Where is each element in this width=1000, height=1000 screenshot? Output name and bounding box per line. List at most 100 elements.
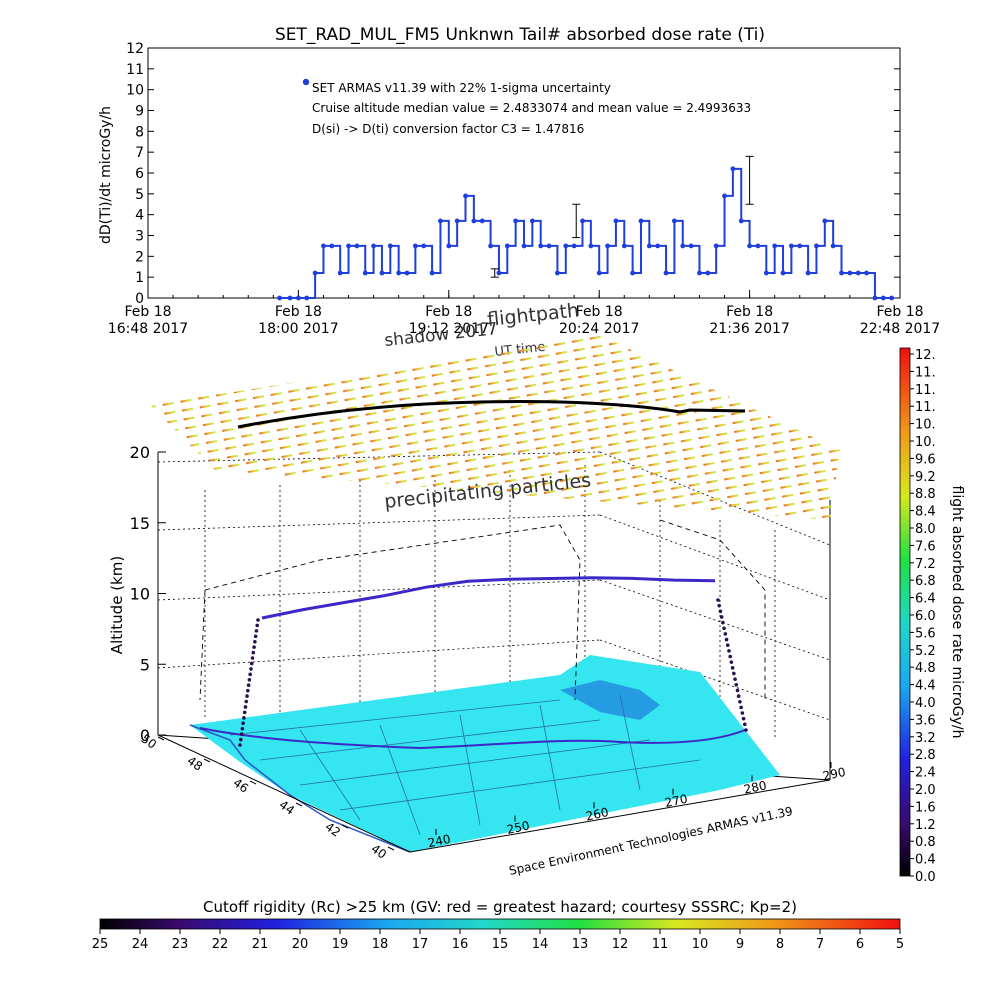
dose-rate-point [705, 270, 711, 276]
dose-rate-point [337, 270, 343, 276]
ascent-point [239, 732, 244, 736]
ascent-point [243, 705, 248, 709]
flight-3d-panel: shadow 2017 flightpath UT time [108, 299, 847, 877]
bottom-colorbar-fill [99, 918, 901, 930]
right-colorbar-tick-label: 0.0 [915, 870, 936, 885]
right-colorbar-tick-label: 4.8 [915, 661, 936, 676]
ascent-point [254, 629, 259, 633]
ascent-point [253, 634, 258, 639]
descent-point [722, 626, 726, 631]
dose-rate-point [362, 270, 368, 276]
dose-rate-point [529, 218, 535, 224]
precipitating-particles-sheet [150, 335, 840, 520]
dose-rate-point [488, 243, 493, 249]
dose-rate-point [797, 243, 803, 249]
right-colorbar-tick-label: 1.6 [915, 800, 936, 815]
dose-rate-point [471, 218, 477, 224]
latitude-tick-label: 42 [323, 820, 344, 840]
dose-rate-point [613, 218, 619, 224]
dose-rate-point [563, 243, 569, 249]
dose-rate-point [680, 243, 686, 249]
bottom-colorbar-tick-label: 22 [212, 937, 229, 952]
descent-point [719, 615, 724, 619]
latitude-tick-label: 40 [369, 842, 390, 862]
dose-rate-point [277, 295, 282, 301]
right-colorbar-tick-label: 7.2 [915, 557, 936, 572]
right-colorbar-tick-label: 11. [915, 365, 936, 380]
ascent-point [244, 699, 249, 704]
ascent-point [247, 677, 252, 682]
dose-rate-point [747, 243, 752, 249]
dose-rate-point [621, 243, 627, 249]
top-y-axis-label: dD(Ti)/dt microGy/h [98, 106, 114, 244]
x-tick-label-date: Feb 18 [726, 304, 773, 320]
ascent-point [249, 667, 253, 671]
x-tick-label-date: Feb 18 [876, 304, 923, 320]
x-tick-label-date: Feb 18 [124, 304, 171, 320]
descent-point [735, 688, 740, 693]
flight-track [238, 576, 748, 747]
dose-rate-point [755, 243, 761, 249]
dose-rate-point [655, 243, 661, 249]
dose-rate-point [404, 270, 410, 276]
dose-rate-point [429, 270, 435, 276]
right-colorbar-tick-label: 10. [915, 418, 936, 433]
dose-rate-point [805, 270, 811, 276]
ascent-point [242, 710, 247, 715]
right-colorbar-tick-label: 8.0 [915, 522, 936, 537]
ascent-point [245, 694, 249, 698]
right-colorbar-tick-label: 0.8 [915, 835, 936, 850]
altitude-tick-label: 10 [130, 585, 150, 604]
right-colorbar-tick-label: 2.0 [915, 783, 936, 798]
dose-rate-point [346, 243, 351, 249]
dose-rate-point [646, 243, 652, 249]
bottom-colorbar-tick-label: 21 [252, 937, 269, 952]
ascent-point [252, 645, 256, 649]
dose-rate-point [555, 270, 560, 276]
legend-line-2: Cruise altitude median value = 2.4833074… [312, 101, 751, 115]
right-colorbar-ticks: 12. 11. 11. 11. 10. 10. 9.6 9.2 8.8 8.4 8.0 7.6 7.2 6… [910, 348, 936, 885]
descent-point [730, 666, 735, 670]
dose-rate-point [830, 243, 836, 249]
right-colorbar-tick-label: 9.6 [915, 452, 936, 467]
dose-rate-point [788, 243, 794, 249]
front-edge-right [409, 779, 831, 853]
dose-rate-point [738, 218, 744, 224]
bottom-colorbar-tick-label: 13 [572, 937, 589, 952]
latitude-tick [157, 736, 165, 741]
dose-rate-point [880, 295, 886, 301]
descent-point [716, 598, 720, 602]
ascent-point [249, 661, 254, 666]
descent-point [724, 637, 729, 642]
dose-rate-point [580, 218, 585, 224]
dose-rate-point [763, 270, 769, 276]
y-tick-label: 1 [135, 270, 144, 286]
dose-rate-point [605, 243, 610, 249]
latitude-tick-label: 44 [277, 798, 298, 818]
latitude-tick [387, 846, 395, 851]
bottom-colorbar-tick-label: 18 [372, 937, 389, 952]
legend-marker [302, 78, 310, 86]
dose-rate-point [354, 243, 360, 249]
ascent-point [250, 656, 255, 660]
dose-rate-point [847, 270, 853, 276]
bottom-colorbar-tick-label: 8 [776, 937, 784, 952]
right-colorbar-tick-label: 6.8 [915, 574, 936, 589]
dose-rate-panel: SET_RAD_MUL_FM5 Unknwn Tail# absorbed do… [98, 25, 940, 337]
descent-point [717, 603, 722, 608]
descent-point [733, 677, 737, 681]
dose-rate-point [438, 218, 443, 224]
descent-point [718, 609, 723, 614]
x-tick-label-date: Feb 18 [275, 304, 322, 320]
bottom-colorbar-ticks: 25 24 23 22 21 20 19 18 17 16 15 14 13 12 11 10 9 8 7 6 5 [92, 929, 904, 952]
right-colorbar-tick-label: 1.2 [915, 818, 936, 833]
latitude-tick-label: 46 [231, 776, 252, 796]
latitude-tick [249, 780, 257, 785]
dose-rate-point [312, 270, 318, 276]
projection-lines [199, 519, 766, 701]
right-colorbar-tick-label: 9.2 [915, 470, 936, 485]
bottom-colorbar-tick-label: 5 [896, 937, 904, 952]
dose-rate-point [672, 218, 677, 224]
